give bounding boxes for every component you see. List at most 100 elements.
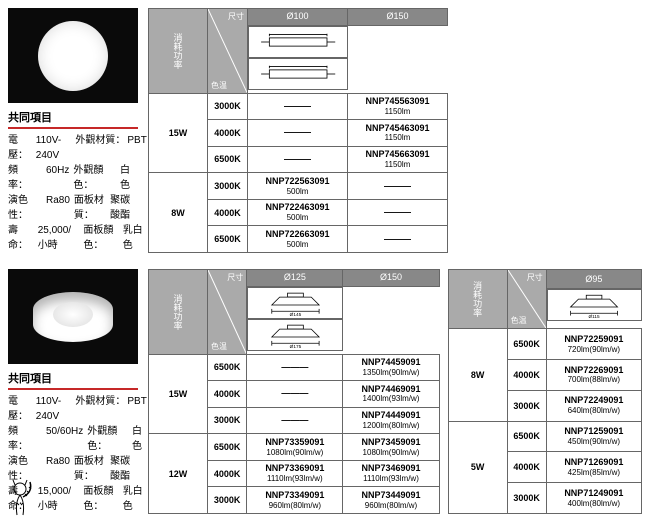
spec-label: 外觀顏色：	[73, 163, 120, 193]
model-cell: NNP744590911350lm(90lm/w)	[343, 354, 439, 381]
downlight-recess-icon	[33, 292, 113, 342]
temp-cell: 4000K	[208, 199, 248, 226]
temp-cell: 6500K	[208, 434, 247, 461]
dimension-diagram: Ø145	[247, 287, 343, 319]
spec-value: 聚碳酸酯	[110, 454, 138, 484]
temp-cell: 3000K	[208, 487, 247, 514]
spec-value: Ra80	[46, 454, 70, 484]
spec-label: 電 壓：	[8, 394, 36, 424]
model-cell: NNP72269091700lm(88lm/w)	[546, 359, 641, 390]
model-cell: NNP71249091400lm(80lm/w)	[546, 483, 641, 514]
spec-value: 乳白色	[123, 223, 146, 253]
empty-cell: ———	[247, 354, 343, 381]
table-row: 15W3000K———NNP7455630911150lm	[149, 93, 448, 120]
diameter-header: Ø95	[546, 270, 641, 289]
model-cell: NNP733590911080lm(90lm/w)	[247, 434, 343, 461]
model-cell: NNP71269091425lm(85lm/w)	[546, 452, 641, 483]
model-cell: NNP73449091960lm(80lm/w)	[343, 487, 439, 514]
temp-cell: 6500K	[507, 329, 546, 360]
temp-cell: 4000K	[507, 359, 546, 390]
table-row: 12W6500KNNP733590911080lm(90lm/w)NNP7345…	[149, 434, 440, 461]
right-panel-1: 消耗功率 尺寸 色温 Ø100Ø15015W3000K———NNP7455630…	[148, 8, 642, 253]
temp-cell: 6500K	[208, 226, 248, 253]
spec-label: 外觀材質：	[75, 394, 127, 424]
temp-cell: 6500K	[208, 354, 247, 381]
diameter-header: Ø100	[248, 9, 348, 26]
spec-value: 白色	[132, 424, 149, 454]
side-label: 消耗功率	[149, 270, 208, 355]
power-cell: 12W	[149, 434, 208, 514]
model-cell: NNP71259091450lm(90lm/w)	[546, 421, 641, 452]
spec-value: 50/60Hz	[46, 424, 83, 454]
right-panel-2: 消耗功率 尺寸 色温 Ø125Ø150Ø145Ø17515W6500K———NN…	[148, 269, 642, 514]
spec-value: 60Hz	[46, 163, 69, 193]
empty-cell: ———	[348, 173, 448, 200]
section-2: 共同項目 電 壓：110V-240V 外觀材質：PBT 頻 率：50/60Hz …	[0, 261, 650, 522]
temp-cell: 4000K	[208, 381, 247, 408]
empty-cell: ———	[247, 381, 343, 408]
model-cell: NNP733690911110lm(93lm/w)	[247, 460, 343, 487]
spec-value: PBT	[127, 394, 146, 424]
spec-label: 外觀顏色：	[87, 424, 132, 454]
power-cell: 5W	[448, 421, 507, 513]
temp-cell: 4000K	[507, 452, 546, 483]
temp-cell: 3000K	[507, 483, 546, 514]
temp-cell: 3000K	[208, 173, 248, 200]
temp-cell: 3000K	[208, 407, 247, 434]
temp-cell: 3000K	[208, 93, 248, 120]
power-cell: 8W	[149, 173, 208, 253]
model-cell: NNP73349091960lm(80lm/w)	[247, 487, 343, 514]
spec-label: 面板材質：	[74, 193, 110, 223]
model-cell: NNP7456630911150lm	[348, 146, 448, 173]
empty-cell: ———	[248, 146, 348, 173]
specs-block-1: 電 壓：110V-240V 外觀材質：PBT 頻 率：60Hz 外觀顏色：白色 …	[8, 133, 138, 253]
empty-cell: ———	[348, 199, 448, 226]
diameter-header: Ø150	[348, 9, 448, 26]
spec-value: 110V-240V	[36, 133, 72, 163]
axis-cell: 尺寸 色温	[507, 270, 546, 329]
spec-value: 白色	[120, 163, 138, 193]
temp-cell: 4000K	[208, 120, 248, 147]
section-1: 共同項目 電 壓：110V-240V 外觀材質：PBT 頻 率：60Hz 外觀顏…	[0, 0, 650, 261]
spec-value: 聚碳酸酯	[110, 193, 138, 223]
spec-table-2b: 消耗功率 尺寸 色温 Ø95Ø1158W6500KNNP72259091720l…	[448, 269, 642, 514]
model-cell: NNP72259091720lm(90lm/w)	[546, 329, 641, 360]
temp-cell: 4000K	[208, 460, 247, 487]
table-row: 8W3000KNNP722563091500lm———	[149, 173, 448, 200]
product-image-2	[8, 269, 138, 364]
dimension-diagram: Ø115	[547, 289, 642, 321]
spec-label: 面板顏色：	[83, 223, 122, 253]
specs-title: 共同項目	[8, 370, 138, 390]
downlight-round-icon	[38, 21, 108, 91]
model-cell: NNP7455630911150lm	[348, 93, 448, 120]
spec-label: 壽 命：	[8, 223, 38, 253]
svg-text:Ø115: Ø115	[589, 314, 600, 319]
spec-label: 面板材質：	[74, 454, 110, 484]
specs-title: 共同項目	[8, 109, 138, 129]
spec-label: 頻 率：	[8, 424, 46, 454]
spec-value: Ra80	[46, 193, 70, 223]
temp-cell: 3000K	[507, 390, 546, 421]
spec-label: 外觀材質：	[75, 133, 127, 163]
table-row: 5W6500KNNP71259091450lm(90lm/w)	[448, 421, 641, 452]
model-cell: NNP744690911400lm(93lm/w)	[343, 381, 439, 408]
cat-mascot-icon	[5, 477, 35, 517]
spec-value: 25,000/小時	[38, 223, 80, 253]
diameter-header: Ø125	[247, 270, 343, 287]
power-cell: 8W	[448, 329, 507, 421]
dimension-diagram	[248, 58, 348, 90]
spec-value: 乳白色	[123, 484, 146, 514]
spec-value: PBT	[127, 133, 146, 163]
model-cell: NNP734690911110lm(93lm/w)	[343, 460, 439, 487]
power-cell: 15W	[149, 93, 208, 173]
dimension-diagram	[248, 26, 348, 58]
spec-label: 頻 率：	[8, 163, 46, 193]
model-cell: NNP744490911200lm(80lm/w)	[343, 407, 439, 434]
dimension-diagram: Ø175	[247, 319, 343, 351]
table-row: 8W6500KNNP72259091720lm(90lm/w)	[448, 329, 641, 360]
temp-cell: 6500K	[507, 421, 546, 452]
model-cell: NNP722663091500lm	[248, 226, 348, 253]
empty-cell: ———	[247, 407, 343, 434]
spec-label: 演色性：	[8, 193, 46, 223]
power-cell: 15W	[149, 354, 208, 434]
